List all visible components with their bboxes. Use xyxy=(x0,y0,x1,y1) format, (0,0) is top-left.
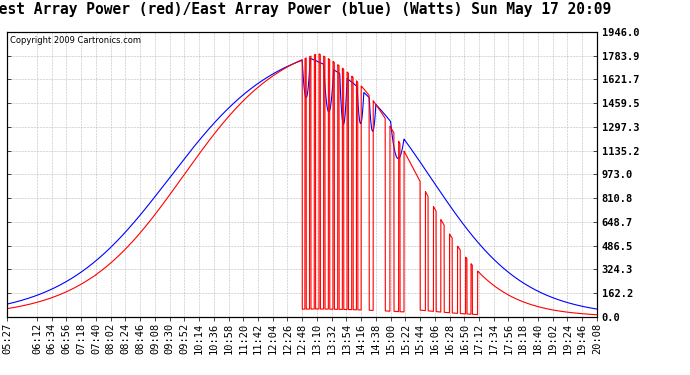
Text: West Array Power (red)/East Array Power (blue) (Watts) Sun May 17 20:09: West Array Power (red)/East Array Power … xyxy=(0,2,611,17)
Text: Copyright 2009 Cartronics.com: Copyright 2009 Cartronics.com xyxy=(10,36,141,45)
